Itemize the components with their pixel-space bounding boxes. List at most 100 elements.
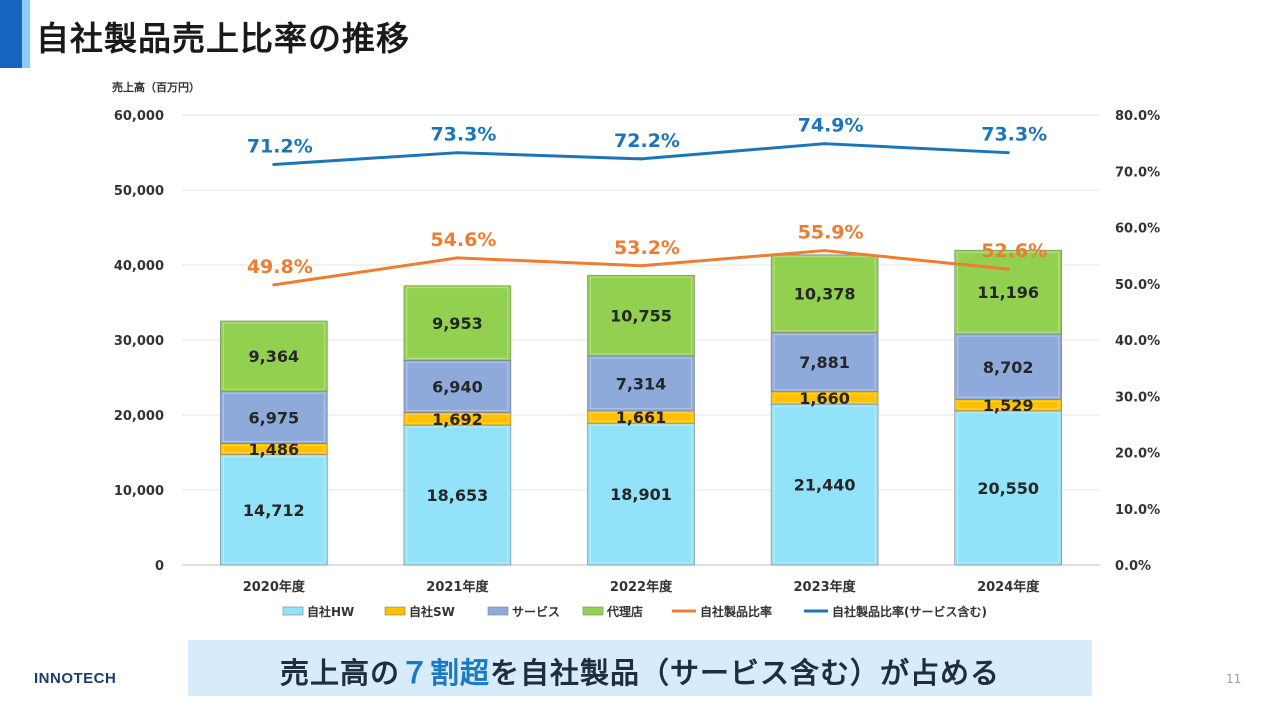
legend-swatch	[487, 606, 509, 616]
bar-data-label: 1,660	[799, 389, 850, 408]
bar-segment	[587, 422, 695, 566]
bar-segment-highlight	[406, 413, 509, 424]
bar-segment	[954, 333, 1063, 400]
y-tick-label: 20,000	[114, 409, 164, 424]
line-point	[1006, 151, 1010, 155]
bar-segment	[587, 355, 695, 412]
y-tick-label: 60,000	[114, 109, 164, 124]
bar-data-label: 1,692	[432, 410, 483, 429]
line-data-label: 73.3%	[981, 124, 1047, 146]
legend-label: 自社製品比率(サービス含む)	[832, 604, 987, 619]
line-point	[272, 163, 276, 166]
y2-tick-label: 40.0%	[1115, 334, 1160, 349]
y2-tick-label: 60.0%	[1115, 222, 1160, 237]
bar-segment-highlight	[222, 456, 325, 564]
bar-segment-highlight	[406, 287, 509, 359]
line-data-label: 54.6%	[430, 229, 496, 251]
bar-segment	[954, 410, 1063, 566]
bar-segment-highlight	[222, 445, 325, 454]
bar-data-label: 6,975	[248, 408, 299, 427]
line-point	[639, 157, 643, 161]
bar-segment-highlight	[590, 357, 692, 410]
legend-label: 代理店	[606, 604, 643, 619]
bar-segment	[403, 424, 512, 566]
bar-segment-highlight	[773, 256, 876, 332]
bar-data-label: 20,550	[977, 479, 1039, 498]
bar-segment-highlight	[957, 251, 1060, 333]
line-data-label: 73.3%	[430, 124, 496, 146]
bar-segment	[770, 332, 879, 393]
summary-text-part-3: を自社製品（サービス含む）が占める	[490, 656, 1001, 690]
bar-data-label: 21,440	[794, 476, 856, 495]
y-tick-label: 40,000	[114, 259, 164, 274]
y2-tick-label: 20.0%	[1115, 447, 1160, 462]
x-tick-label: 2022年度	[610, 579, 673, 595]
y2-tick-label: 30.0%	[1115, 390, 1160, 405]
page-number: 11	[1226, 672, 1242, 686]
bar-data-label: 11,196	[977, 283, 1039, 302]
bar-segment-highlight	[773, 334, 876, 391]
bar-data-label: 6,940	[432, 377, 483, 396]
bar-segment	[403, 360, 512, 413]
legend-label: 自社HW	[307, 604, 354, 619]
bar-data-label: 7,314	[616, 374, 667, 393]
legend-label: 自社SW	[409, 604, 455, 619]
bar-segment-highlight	[957, 412, 1060, 564]
line-data-label: 71.2%	[247, 136, 313, 158]
line-point	[823, 142, 827, 146]
bar-data-label: 9,953	[432, 314, 483, 333]
bar-data-label: 18,901	[610, 485, 672, 504]
y-tick-label: 50,000	[114, 184, 164, 199]
title-accent-bar	[0, 0, 22, 68]
line-point	[455, 256, 459, 260]
bar-segment-highlight	[957, 335, 1060, 398]
bar-data-label: 8,702	[983, 358, 1034, 377]
x-tick-label: 2023年度	[794, 579, 857, 595]
bar-segment-highlight	[406, 361, 509, 411]
bar-segment-highlight	[590, 276, 692, 355]
legend-swatch	[582, 606, 604, 616]
bar-segment	[403, 285, 512, 361]
y2-tick-label: 0.0%	[1115, 559, 1151, 574]
bar-data-label: 14,712	[243, 501, 305, 520]
y-tick-label: 10,000	[114, 484, 164, 499]
line-point	[272, 283, 276, 287]
x-tick-label: 2024年度	[977, 579, 1040, 595]
bar-segment-highlight	[590, 412, 692, 422]
y2-tick-label: 70.0%	[1115, 165, 1160, 180]
bar-segment	[770, 254, 879, 333]
line-data-label: 49.8%	[247, 256, 313, 278]
x-tick-label: 2020年度	[243, 579, 306, 595]
line-data-label: 53.2%	[614, 237, 680, 259]
line-data-label: 72.2%	[614, 130, 680, 152]
bar-segment	[220, 320, 328, 392]
summary-text: 売上高の７割超を自社製品（サービス含む）が占める	[188, 650, 1092, 692]
bar-data-label: 10,378	[794, 285, 856, 304]
bar-data-label: 9,364	[248, 347, 299, 366]
bar-data-label: 1,486	[248, 440, 299, 459]
legend-swatch	[384, 606, 406, 616]
bar-segment-highlight	[406, 426, 509, 564]
bar-segment	[587, 274, 695, 357]
bar-data-label: 1,529	[983, 396, 1034, 415]
bar-data-label: 10,755	[610, 307, 672, 326]
bar-segment-highlight	[957, 400, 1060, 410]
line-point	[1006, 267, 1010, 271]
y2-tick-label: 10.0%	[1115, 503, 1160, 518]
line-data-label: 55.9%	[798, 222, 864, 244]
bar-data-label: 7,881	[799, 353, 850, 372]
line-data-label: 52.6%	[981, 240, 1047, 262]
bar-segment-highlight	[773, 405, 876, 564]
y2-tick-label: 80.0%	[1115, 109, 1160, 124]
summary-banner: 売上高の７割超を自社製品（サービス含む）が占める	[188, 640, 1092, 696]
y-tick-label: 0	[155, 559, 164, 574]
legend-label: 自社製品比率	[700, 604, 772, 619]
bar-data-label: 1,661	[616, 408, 667, 427]
line-data-label: 74.9%	[798, 115, 864, 137]
legend-swatch	[282, 606, 304, 616]
bar-data-label: 18,653	[427, 486, 489, 505]
y-tick-label: 30,000	[114, 334, 164, 349]
x-tick-label: 2021年度	[426, 579, 489, 595]
sales-ratio-chart: 売上高（百万円） 0 10,000 20,000 30,000 40,000 50,000 6…	[112, 80, 1160, 619]
bar-segment-highlight	[773, 393, 876, 403]
